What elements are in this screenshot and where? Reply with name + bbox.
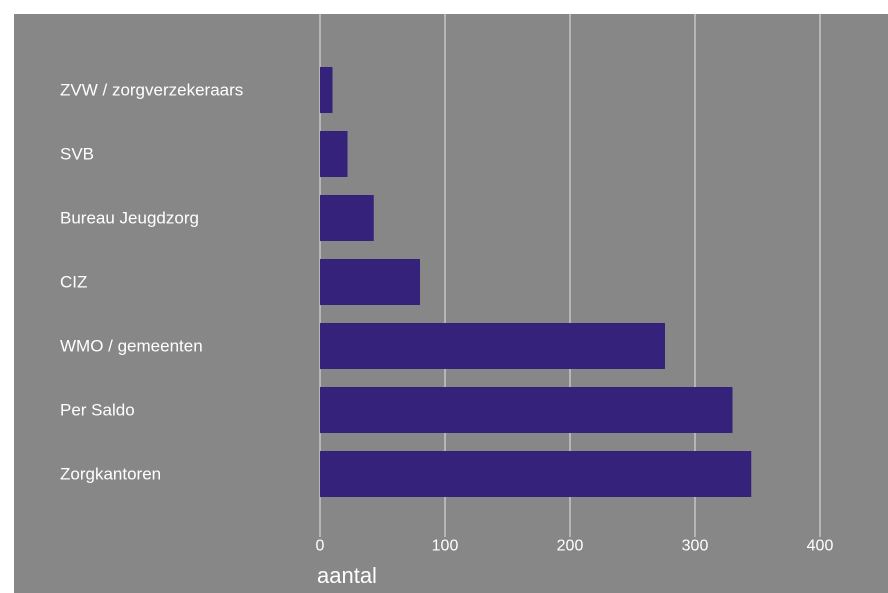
- bar: [320, 259, 420, 305]
- x-tick-label: 100: [432, 537, 459, 554]
- x-tick-labels: 0 100 200 300 400: [316, 537, 834, 554]
- bars: [320, 67, 752, 497]
- x-tick-label: 200: [557, 537, 584, 554]
- category-label: CIZ: [60, 273, 87, 292]
- bar: [320, 67, 333, 113]
- x-axis-title: aantal: [317, 563, 377, 588]
- bar: [320, 131, 348, 177]
- bar: [320, 451, 752, 497]
- category-label: ZVW / zorgverzekeraars: [60, 81, 243, 100]
- bar: [320, 387, 733, 433]
- x-tick-label: 400: [807, 537, 834, 554]
- category-label: Bureau Jeugdzorg: [60, 209, 199, 228]
- category-label: WMO / gemeenten: [60, 337, 203, 356]
- category-label: Per Saldo: [60, 401, 135, 420]
- x-tick-label: 300: [682, 537, 709, 554]
- category-label: Zorgkantoren: [60, 465, 161, 484]
- bar: [320, 323, 665, 369]
- category-labels: ZVW / zorgverzekeraars SVB Bureau Jeugdzor…: [60, 81, 243, 484]
- x-tick-label: 0: [316, 537, 325, 554]
- bar: [320, 195, 374, 241]
- category-label: SVB: [60, 145, 94, 164]
